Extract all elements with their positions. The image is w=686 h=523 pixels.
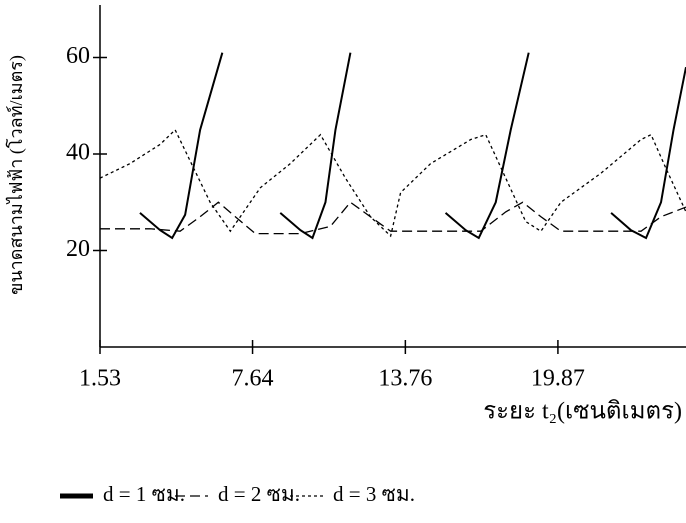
plot-area: [100, 52, 686, 240]
x-axis-label: ระยะ t₂(เซนติเมตร): [483, 399, 682, 425]
y-tick-label: 20: [66, 236, 90, 262]
x-tick-label: 13.76: [378, 366, 432, 392]
x-tick-label: 7.64: [232, 366, 274, 392]
x-tick-label: 1.53: [79, 366, 121, 392]
series-line: [100, 201, 686, 235]
series-line: [139, 52, 686, 240]
y-tick-label: 40: [66, 140, 90, 166]
x-tick-label: 19.87: [531, 366, 585, 392]
legend-label: d = 3 ซม.: [333, 482, 415, 506]
legend-label: d = 2 ซม.: [218, 482, 300, 506]
series-line: [100, 128, 686, 238]
y-axis-label: ขนาดสนามไฟฟ้า (โวลท์/เมตร): [5, 55, 27, 295]
legend-label: d = 1 ซม.: [103, 482, 185, 506]
y-tick-label: 60: [66, 43, 90, 69]
